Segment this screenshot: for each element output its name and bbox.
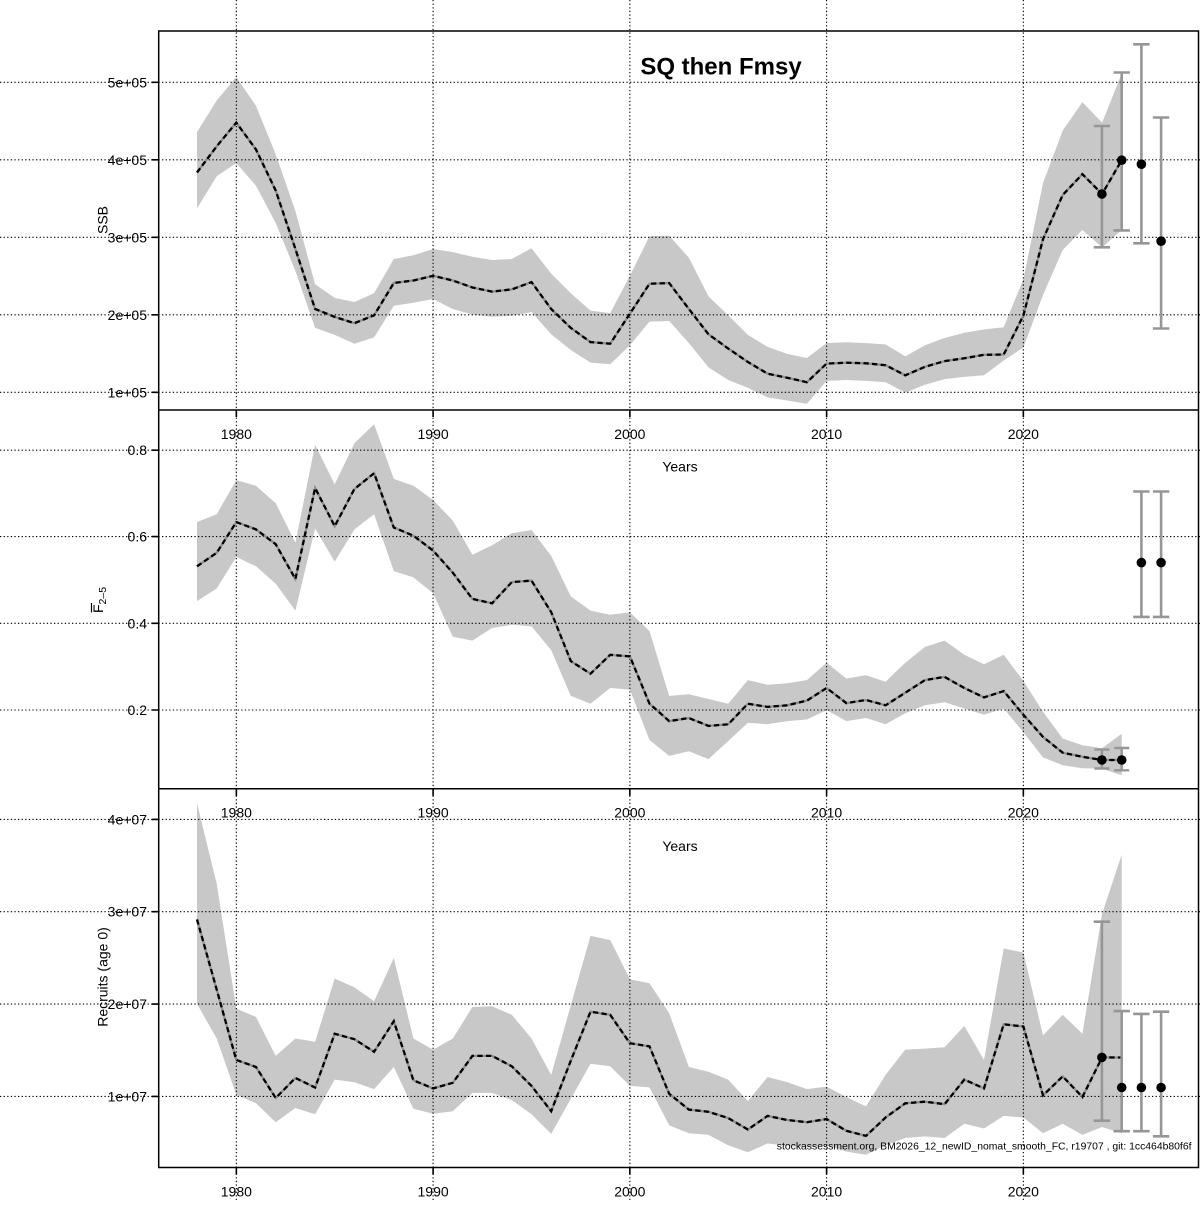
svg-text:2e+07: 2e+07 (108, 996, 148, 1012)
svg-text:2000: 2000 (614, 1184, 645, 1200)
svg-text:2020: 2020 (1008, 1184, 1039, 1200)
svg-text:stockassessment.org, BM2026_12: stockassessment.org, BM2026_12_newID_nom… (777, 1142, 1192, 1153)
svg-text:0.4: 0.4 (128, 615, 148, 631)
svg-text:1990: 1990 (418, 426, 449, 442)
svg-text:Years: Years (662, 838, 697, 854)
svg-text:2010: 2010 (811, 426, 842, 442)
svg-text:3e+07: 3e+07 (108, 904, 148, 920)
svg-text:1e+05: 1e+05 (108, 384, 148, 400)
svg-text:1990: 1990 (418, 805, 449, 821)
svg-text:1980: 1980 (221, 426, 252, 442)
svg-text:2010: 2010 (811, 805, 842, 821)
svg-text:2020: 2020 (1008, 426, 1039, 442)
svg-text:1990: 1990 (418, 1184, 449, 1200)
svg-text:3e+05: 3e+05 (108, 229, 148, 245)
svg-text:4e+07: 4e+07 (108, 811, 148, 827)
svg-text:2000: 2000 (614, 426, 645, 442)
svg-text:SQ then Fmsy: SQ then Fmsy (640, 54, 802, 81)
svg-text:5e+05: 5e+05 (108, 74, 148, 90)
svg-text:1e+07: 1e+07 (108, 1088, 148, 1104)
svg-text:SSB: SSB (95, 206, 111, 234)
svg-text:1980: 1980 (221, 805, 252, 821)
svg-text:2020: 2020 (1008, 805, 1039, 821)
svg-text:Recruits (age 0): Recruits (age 0) (95, 927, 111, 1027)
svg-text:0.8: 0.8 (128, 442, 148, 458)
svg-text:0.6: 0.6 (128, 529, 148, 545)
svg-text:0.2: 0.2 (128, 702, 148, 718)
svg-text:1980: 1980 (221, 1184, 252, 1200)
svg-text:2e+05: 2e+05 (108, 307, 148, 323)
svg-text:2000: 2000 (614, 805, 645, 821)
svg-text:4e+05: 4e+05 (108, 152, 148, 168)
svg-text:Years: Years (662, 459, 697, 475)
svg-text:2010: 2010 (811, 1184, 842, 1200)
